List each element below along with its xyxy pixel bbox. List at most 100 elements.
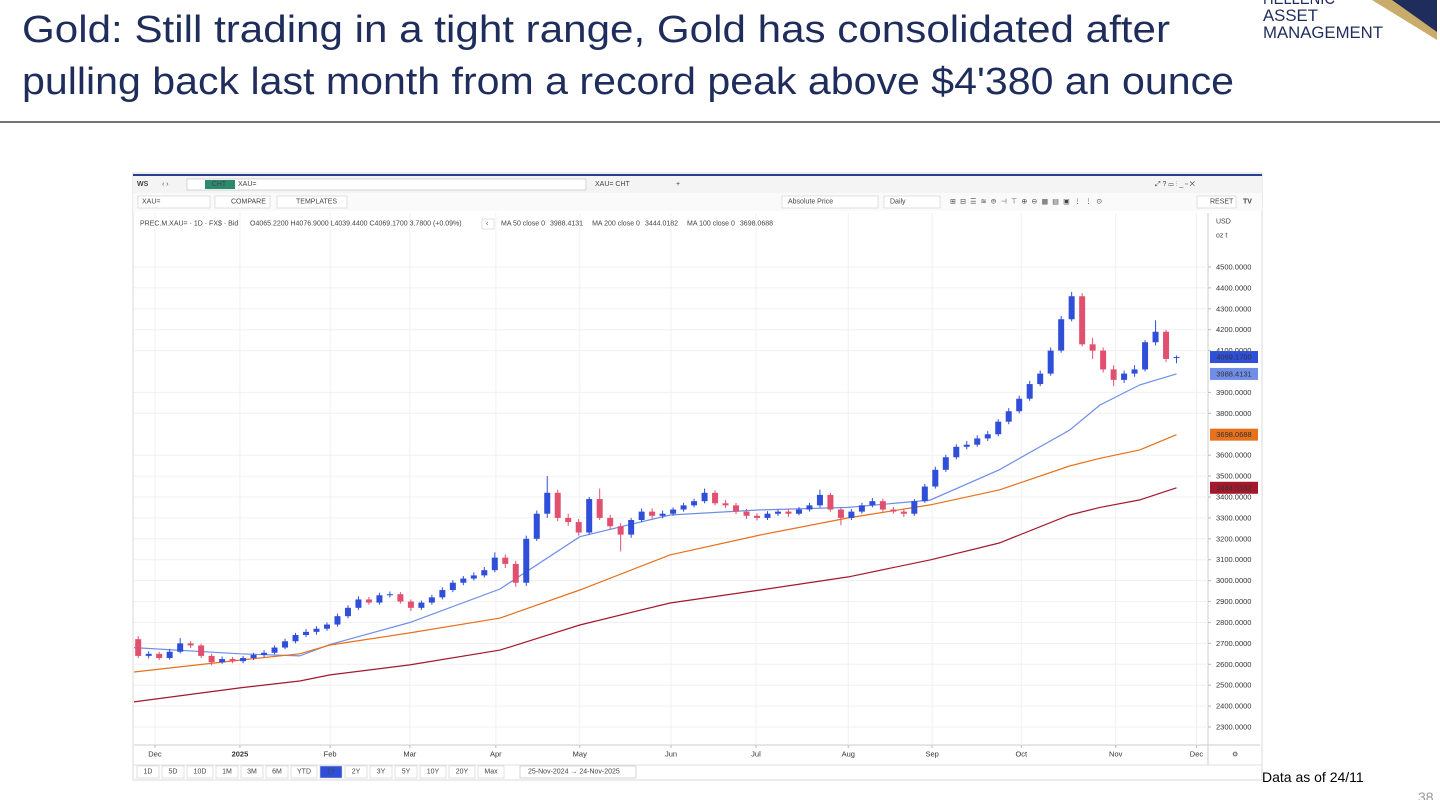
candle-body: [470, 575, 477, 579]
templates-button[interactable]: [276, 195, 348, 209]
candle-body: [764, 513, 771, 518]
range-label: 1D: [144, 769, 153, 776]
candle-body: [806, 505, 813, 510]
data-note: Data as of 24/11: [1262, 769, 1364, 785]
reset-button[interactable]: [1196, 195, 1237, 209]
candle-body: [974, 438, 981, 445]
range-button[interactable]: [240, 765, 264, 779]
workspace[interactable]: WS: [137, 181, 149, 188]
y-tick-label: 3900.0000: [1216, 388, 1251, 397]
candle-body: [428, 597, 435, 603]
range-button[interactable]: [369, 765, 393, 779]
candle-body: [282, 641, 289, 648]
x-tick-label: 2025: [232, 750, 249, 759]
logo-text: HELLENIC: [1263, 0, 1335, 8]
range-button[interactable]: [394, 765, 418, 779]
range-label: 3M: [247, 769, 257, 776]
candle-body: [1173, 357, 1180, 359]
reset-label: RESET: [1210, 199, 1234, 206]
legend-title: PREC.M.XAU= · 1D · FX$ · Bid: [140, 221, 238, 228]
candle-body: [523, 538, 530, 583]
candle-body: [795, 509, 802, 514]
price-tag-label: 3988.4131: [1216, 369, 1251, 378]
x-tick-label: Dec: [148, 750, 162, 759]
range-button[interactable]: [136, 765, 160, 779]
candle-body: [607, 517, 614, 527]
range-label: 20Y: [456, 769, 469, 776]
price-mode-select[interactable]: [781, 195, 879, 209]
candle-body: [827, 494, 834, 510]
range-button[interactable]: [290, 765, 318, 779]
tab[interactable]: XAU= CHT: [595, 181, 631, 188]
legend-toggle[interactable]: [481, 218, 495, 230]
price-tag: [1210, 367, 1258, 380]
candle-body: [261, 652, 268, 655]
range-button[interactable]: [186, 765, 214, 779]
candle-body: [219, 659, 226, 663]
range-button[interactable]: [215, 765, 239, 779]
range-button[interactable]: [419, 765, 447, 779]
toolbar-row: [133, 193, 1262, 211]
candle-body: [344, 607, 351, 617]
nav-arrows[interactable]: ‹ ›: [162, 181, 169, 188]
candle-body: [512, 563, 519, 583]
price-tag: [1210, 351, 1258, 364]
add-tab[interactable]: +: [676, 181, 680, 188]
unit[interactable]: oz t: [1216, 233, 1227, 240]
y-tick-label: 3400.0000: [1216, 492, 1251, 501]
candle-body: [1005, 411, 1012, 422]
y-tick-label: 3800.0000: [1216, 409, 1251, 418]
candle-body: [376, 595, 383, 603]
interval-select[interactable]: [883, 195, 941, 209]
ric-input[interactable]: [137, 195, 211, 209]
range-button[interactable]: [477, 765, 505, 779]
ric: XAU=: [142, 199, 160, 206]
candle-body: [659, 513, 666, 516]
interval: Daily: [890, 199, 906, 206]
logo-shape: [1392, 0, 1437, 32]
candle-body: [617, 526, 624, 535]
candle-body: [995, 421, 1002, 435]
range-button[interactable]: [265, 765, 289, 779]
candle-body: [145, 653, 152, 656]
y-tick-label: 2900.0000: [1216, 597, 1251, 606]
candle-body: [848, 511, 855, 518]
x-tick-label: Jun: [665, 750, 677, 759]
candle-body: [691, 501, 698, 506]
date-range-box[interactable]: [519, 765, 637, 779]
candle-body: [984, 434, 991, 439]
candle-body: [1089, 344, 1096, 351]
range-label: Max: [484, 769, 498, 776]
axis-settings[interactable]: ⚙: [1232, 751, 1238, 759]
range-label: 5Y: [402, 769, 411, 776]
currency[interactable]: USD: [1216, 219, 1231, 226]
candle-body: [879, 501, 886, 510]
price-tag-label: 4069.1700: [1216, 353, 1251, 362]
range-button[interactable]: [161, 765, 185, 779]
date-range: 25-Nov-2024 → 24-Nov-2025: [528, 769, 620, 776]
range-button[interactable]: [319, 765, 343, 779]
candle-body: [869, 501, 876, 506]
y-tick-label: 3600.0000: [1216, 451, 1251, 460]
legend-name: MA 50 close 0: [501, 221, 545, 228]
y-tick-label: 4300.0000: [1216, 304, 1251, 313]
candle-body: [407, 601, 414, 608]
candle-body: [292, 635, 299, 642]
range-button[interactable]: [448, 765, 476, 779]
x-tick-label: May: [573, 750, 587, 759]
window-controls[interactable]: ⤢ ? ▭ ⋮ _ ▫ ✕: [1155, 180, 1196, 188]
price-mode: Absolute Price: [788, 199, 833, 206]
tool-icons[interactable]: ⊞⊟☰≋⊜⊣⊤⊕⊖▦▤▣⋮⋮⊙: [950, 199, 1106, 206]
compare-button[interactable]: [214, 195, 271, 209]
ma-line: [133, 434, 1177, 673]
candle-body: [596, 499, 603, 518]
x-tick-label: Jul: [751, 750, 761, 759]
search-box[interactable]: [186, 178, 587, 191]
range-button[interactable]: [344, 765, 368, 779]
candle-body: [1016, 398, 1023, 412]
candle-body: [1121, 373, 1128, 380]
y-tick-label: 3000.0000: [1216, 576, 1251, 585]
x-tick-label: Mar: [403, 750, 416, 759]
candle-body: [313, 628, 320, 632]
logo: HELLENIC ASSET MANAGEMENT: [1263, 0, 1437, 42]
